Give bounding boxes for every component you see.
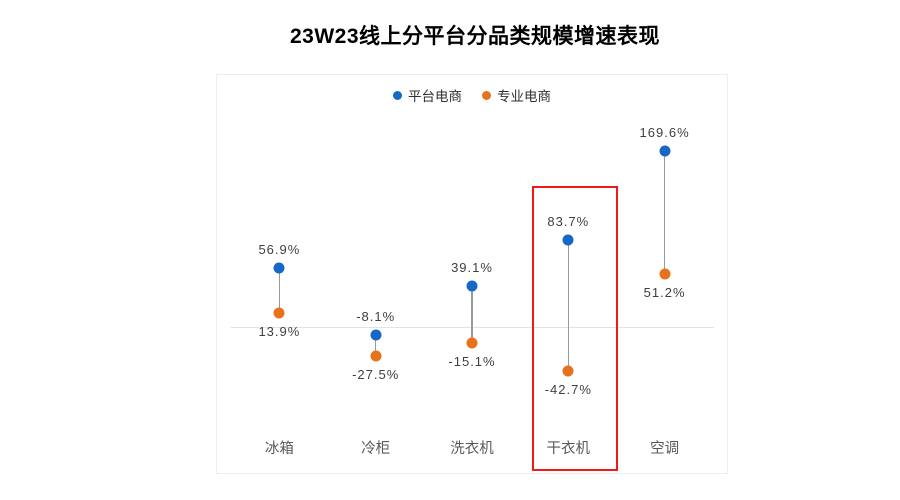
professional-series-dot bbox=[659, 268, 671, 280]
category-label: 干衣机 bbox=[546, 441, 591, 457]
professional-value-label: -15.1% bbox=[448, 353, 496, 369]
connector-line bbox=[663, 150, 666, 274]
highlight-box bbox=[532, 186, 619, 471]
legend-item-professional: 专业电商 bbox=[482, 85, 551, 105]
professional-value-label: 13.9% bbox=[258, 323, 301, 339]
legend-label-professional: 专业电商 bbox=[497, 89, 551, 104]
professional-value-label: -42.7% bbox=[544, 382, 592, 398]
category-label: 空调 bbox=[650, 441, 680, 457]
plot-area: 56.9% 13.9% 冰箱 -8.1% -27.5% 冷柜 39.1% -15.1% 洗衣机 8… bbox=[217, 75, 727, 473]
platform-value-label: 83.7% bbox=[547, 214, 590, 230]
category-label: 冷柜 bbox=[361, 441, 391, 457]
platform-series-dot bbox=[273, 262, 285, 274]
platform-value-label: 56.9% bbox=[258, 241, 301, 257]
platform-series-dot bbox=[659, 145, 671, 157]
professional-value-label: -27.5% bbox=[352, 366, 400, 382]
professional-series-dot bbox=[466, 337, 478, 349]
platform-value-label: -8.1% bbox=[356, 309, 396, 325]
legend-item-platform: 平台电商 bbox=[393, 85, 462, 105]
platform-value-label: 169.6% bbox=[639, 124, 690, 140]
legend-dot-professional-icon bbox=[482, 90, 491, 100]
connector-line bbox=[471, 286, 473, 343]
chart-title: 23W23线上分平台分品类规模增速表现 bbox=[289, 25, 661, 48]
professional-series-dot bbox=[370, 350, 382, 362]
category-label: 洗衣机 bbox=[450, 441, 494, 457]
professional-series-dot bbox=[273, 307, 285, 319]
professional-series-dot bbox=[562, 365, 574, 377]
legend-dot-platform-icon bbox=[393, 90, 402, 100]
connector-line bbox=[567, 240, 570, 372]
chart-panel: 平台电商 专业电商 56.9% 13.9% 冰箱 -8.1% -27.5% 冷柜 39.1%… bbox=[216, 74, 728, 474]
category-label: 冰箱 bbox=[264, 441, 294, 457]
professional-value-label: 51.2% bbox=[643, 284, 686, 300]
connector-line bbox=[278, 267, 281, 313]
platform-series-dot bbox=[466, 280, 478, 292]
platform-series-dot bbox=[562, 234, 574, 246]
platform-series-dot bbox=[370, 329, 382, 341]
connector-line bbox=[374, 335, 377, 356]
legend-label-platform: 平台电商 bbox=[408, 89, 462, 104]
chart-legend: 平台电商 专业电商 bbox=[217, 85, 727, 105]
platform-value-label: 39.1% bbox=[451, 260, 493, 276]
